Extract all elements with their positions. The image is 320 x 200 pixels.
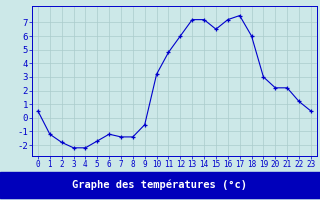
- Text: Graphe des températures (°c): Graphe des températures (°c): [73, 180, 247, 190]
